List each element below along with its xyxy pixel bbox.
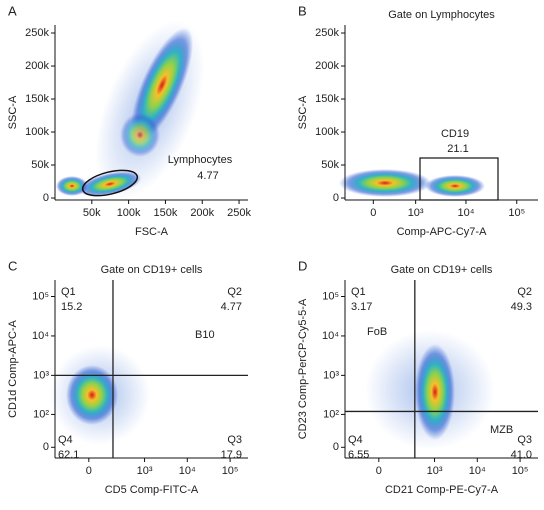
x-axis-label: CD5 Comp-FITC-A	[105, 484, 199, 496]
panel-letter: C	[8, 258, 17, 273]
quadrant-value: 3.17	[351, 301, 372, 313]
panel-title: Gate on Lymphocytes	[388, 9, 495, 21]
y-tick-label: 0	[43, 441, 49, 453]
annotation: B10	[195, 329, 215, 341]
x-tick-label: 200k	[190, 207, 214, 219]
x-tick-label: 10⁴	[469, 465, 486, 477]
quadrant-name: Q2	[517, 286, 532, 298]
y-axis-label: SSC-A	[297, 95, 309, 129]
x-tick-label: 10⁵	[222, 465, 239, 477]
y-tick-label: 10³	[323, 369, 339, 381]
annotation: FoB	[367, 326, 387, 338]
quadrant-value: 62.1	[58, 449, 79, 461]
y-tick-label: 0	[43, 192, 49, 204]
x-axis-label: CD21 Comp-PE-Cy7-A	[385, 484, 499, 496]
x-tick-label: 10⁴	[179, 465, 196, 477]
panel-letter: D	[298, 258, 307, 273]
x-tick-label: 10³	[427, 465, 443, 477]
y-tick-label: 150k	[315, 93, 339, 105]
x-tick-label: 250k	[227, 207, 251, 219]
gate-value: 4.77	[197, 170, 218, 182]
y-tick-label: 50k	[321, 159, 339, 171]
density	[50, 20, 495, 450]
quadrant-name: Q3	[517, 434, 532, 446]
quadrant-name: Q1	[61, 286, 76, 298]
x-tick-label: 100k	[117, 207, 141, 219]
y-axis-label: CD1d Comp-APC-A	[7, 319, 19, 417]
panel-letter: B	[298, 3, 307, 18]
y-tick-label: 0	[333, 441, 339, 453]
quadrant-name: Q3	[227, 434, 242, 446]
x-tick-label: 10³	[137, 465, 153, 477]
y-tick-label: 10²	[323, 408, 339, 420]
y-tick-label: 200k	[25, 60, 49, 72]
quadrant-name: Q2	[227, 286, 242, 298]
panel-title: Gate on CD19+ cells	[391, 264, 493, 276]
y-tick-label: 10⁴	[322, 330, 339, 342]
quadrant-value: 4.77	[221, 301, 242, 313]
y-tick-label: 150k	[25, 93, 49, 105]
quadrant-value: 49.3	[511, 301, 532, 313]
lymphocyte-gate	[81, 169, 139, 197]
annotation: MZB	[490, 424, 513, 436]
x-axis-label: FSC-A	[135, 226, 169, 238]
y-tick-label: 100k	[315, 126, 339, 138]
x-tick-label: 10⁵	[512, 465, 529, 477]
y-tick-label: 10³	[33, 369, 49, 381]
y-tick-label: 10⁵	[322, 290, 339, 302]
y-tick-label: 10⁴	[32, 330, 49, 342]
y-axis-label: CD23 Comp-PerCP-Cy5-5-A	[297, 298, 309, 439]
x-tick-label: 10³	[408, 207, 424, 219]
quadrant-value: 15.2	[61, 301, 82, 313]
quadrant-value: 17.9	[221, 449, 242, 461]
quadrant-name: Q4	[348, 434, 363, 446]
y-axis-label: SSC-A	[7, 95, 19, 129]
y-tick-label: 10⁵	[32, 290, 49, 302]
y-tick-label: 250k	[25, 27, 49, 39]
quadrant-name: Q4	[58, 434, 73, 446]
y-tick-label: 0	[333, 192, 339, 204]
panel-letter: A	[8, 3, 17, 18]
quadrant-value: 6.55	[348, 449, 369, 461]
x-axis-label: Comp-APC-Cy7-A	[397, 226, 488, 238]
quadrant-name: Q1	[351, 286, 366, 298]
y-tick-label: 50k	[31, 159, 49, 171]
y-tick-label: 200k	[315, 60, 339, 72]
y-tick-label: 100k	[25, 126, 49, 138]
quadrant-value: 41.0	[511, 449, 532, 461]
x-tick-label: 0	[86, 465, 92, 477]
gate-name: CD19	[441, 128, 469, 140]
x-tick-label: 0	[370, 207, 376, 219]
x-tick-label: 150k	[154, 207, 178, 219]
gate-value: 21.1	[447, 143, 468, 155]
x-tick-label: 10⁵	[508, 207, 525, 219]
y-tick-label: 250k	[315, 27, 339, 39]
panel-title: Gate on CD19+ cells	[101, 264, 203, 276]
x-tick-label: 50k	[83, 207, 101, 219]
x-tick-label: 10⁴	[457, 207, 474, 219]
y-tick-label: 10²	[33, 408, 49, 420]
gate-name: Lymphocytes	[168, 154, 233, 166]
x-tick-label: 0	[376, 465, 382, 477]
